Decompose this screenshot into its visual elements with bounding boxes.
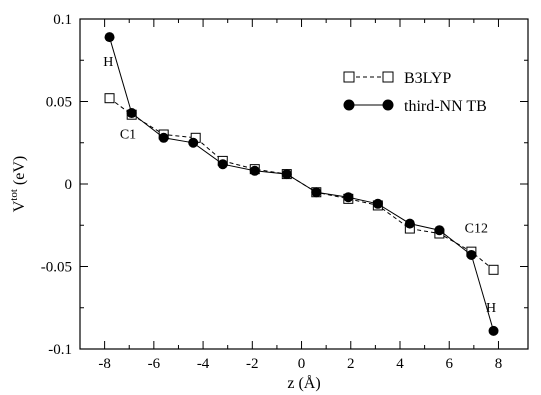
legend-marker-tb-left (343, 99, 355, 111)
tb-point (404, 218, 415, 229)
legend-marker-b3lyp-right (382, 71, 394, 83)
annotation-label: C12 (465, 222, 488, 237)
tb-point (281, 169, 292, 180)
tb-point (158, 132, 169, 143)
tb-point (434, 225, 445, 236)
legend-marker-tb-right (382, 99, 394, 111)
y-axis-label-unit: (eV) (11, 156, 28, 189)
tb-point (126, 108, 137, 119)
axis-ticks: -8 -6 -4 -2 0 2 4 6 8 -0.1 -0.05 0 0.05 0.1 (41, 12, 528, 372)
annotation-label: H (486, 301, 496, 316)
y-axis-label-sup: tot (8, 189, 20, 201)
y-tick-label: -0.1 (48, 342, 72, 358)
tb-point (343, 192, 354, 203)
plot-frame (79, 18, 529, 350)
tb-point (372, 198, 383, 209)
x-tick-label: -4 (197, 356, 210, 372)
y-tick-label: -0.05 (41, 260, 72, 276)
x-axis-label: z (Å) (287, 374, 320, 392)
y-tick-label: 0.05 (46, 95, 72, 111)
x-tick-label: -2 (246, 356, 259, 372)
tb-point (488, 325, 499, 336)
y-axis-label: Vtot (eV) (8, 156, 28, 213)
y-tick-label: 0.1 (53, 12, 72, 28)
annotation-label: H (103, 55, 113, 70)
legend-label-tb: third-NN TB (404, 98, 487, 115)
tb-point (104, 32, 115, 43)
x-tick-label: 8 (495, 356, 503, 372)
tb-point (466, 249, 477, 260)
x-tick-label: 2 (347, 356, 355, 372)
b3lyp-point (488, 264, 499, 275)
legend-label-b3lyp: B3LYP (404, 70, 451, 87)
tb-point (188, 137, 199, 148)
x-tick-label: 6 (445, 356, 453, 372)
legend: B3LYP third-NN TB (343, 70, 487, 115)
annotation-layer: H C1 C12 H (103, 55, 496, 316)
tb-point (249, 165, 260, 176)
b3lyp-point (104, 93, 115, 104)
x-tick-label: 4 (396, 356, 404, 372)
tb-point (217, 159, 228, 170)
x-tick-label: -8 (98, 356, 111, 372)
tb-point (311, 187, 322, 198)
series-line-0 (109, 97, 494, 271)
x-tick-label: 0 (298, 356, 306, 372)
legend-marker-b3lyp-left (343, 71, 355, 83)
annotation-label: C1 (120, 128, 136, 143)
x-tick-label: -6 (148, 356, 161, 372)
y-tick-label: 0 (65, 177, 73, 193)
y-axis-label-main: V (11, 200, 28, 212)
series-layer (104, 32, 499, 336)
